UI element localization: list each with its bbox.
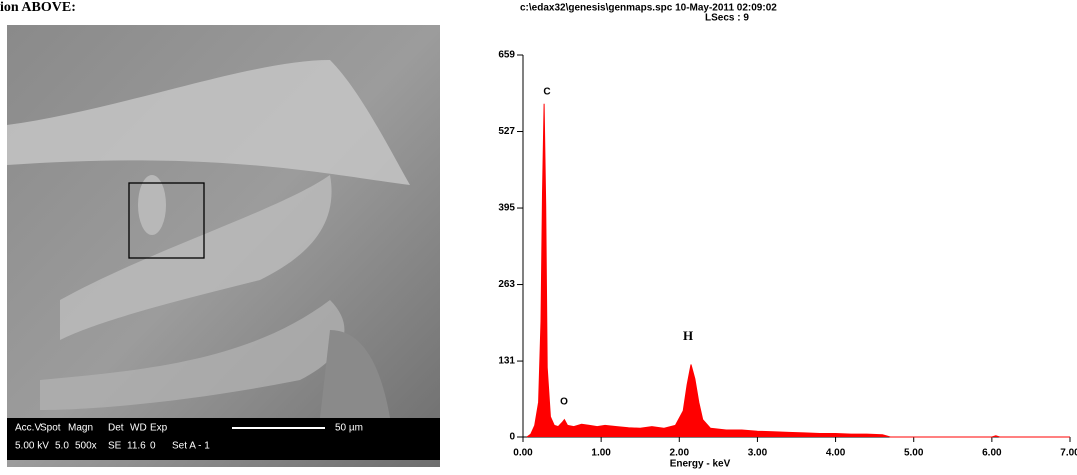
sem-info-label: Acc.V bbox=[15, 423, 41, 434]
sem-info-value: 0 bbox=[150, 441, 156, 452]
sem-info-label: Spot bbox=[40, 423, 61, 434]
y-tick-label: 659 bbox=[498, 50, 515, 61]
chart-subtitle: LSecs : 9 bbox=[705, 13, 749, 24]
x-axis-label: Energy - keV bbox=[670, 459, 731, 470]
figure: ion ABOVE: Acc.VSpot Magn Det WDExp 5.00 kV 5… bbox=[0, 0, 1077, 470]
spectrum bbox=[527, 104, 1070, 437]
sem-info-label: Exp bbox=[150, 423, 168, 434]
page: ion ABOVE: Acc.VSpot Magn Det WDExp 5.00 kV 5… bbox=[0, 0, 1077, 470]
sem-info-label: WD bbox=[130, 423, 147, 434]
peak-label: O bbox=[560, 397, 568, 408]
y-tick-label: 527 bbox=[498, 126, 515, 137]
x-tick-label: 3.00 bbox=[748, 448, 768, 459]
sem-info-label: Det bbox=[108, 423, 124, 434]
x-tick-label: 5.00 bbox=[904, 448, 924, 459]
x-tick-label: 0.00 bbox=[513, 448, 533, 459]
y-tick-label: 263 bbox=[498, 279, 515, 290]
y-tick-label: 395 bbox=[498, 203, 515, 214]
x-tick-label: 4.00 bbox=[826, 448, 846, 459]
caption: ion ABOVE: bbox=[0, 0, 76, 15]
sem-info-value: Set A - 1 bbox=[172, 441, 210, 452]
sem-info-value: SE bbox=[108, 441, 122, 452]
sem-info-value: 5.00 kV bbox=[15, 441, 49, 452]
x-tick-label: 7.00 bbox=[1060, 448, 1077, 459]
sem-info-value: 500x bbox=[75, 441, 97, 452]
sem-info-label: Magn bbox=[68, 423, 93, 434]
sem-info-value: 11.6 bbox=[127, 441, 146, 452]
sem-info-value: 5.0 bbox=[55, 441, 69, 452]
sem-scale-label: 50 µm bbox=[335, 423, 363, 434]
y-tick-label: 0 bbox=[509, 432, 515, 443]
y-tick-label: 131 bbox=[498, 356, 515, 367]
x-tick-label: 1.00 bbox=[591, 448, 611, 459]
peak-label: H bbox=[683, 328, 693, 343]
peak-label: C bbox=[543, 87, 550, 98]
sem-particle bbox=[138, 175, 166, 235]
x-tick-label: 2.00 bbox=[670, 448, 690, 459]
x-tick-label: 6.00 bbox=[982, 448, 1002, 459]
